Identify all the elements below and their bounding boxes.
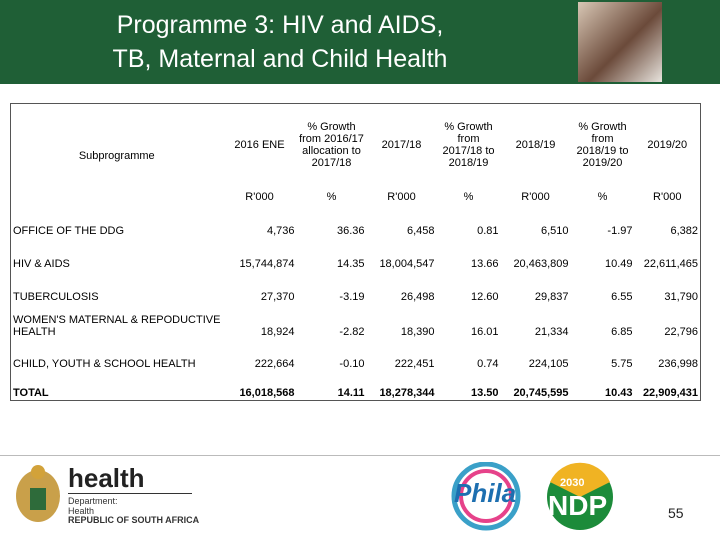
budget-table: Subprogramme 2016 ENE % Growth from 2016/1… [10,103,701,401]
unit-header: % [597,190,608,203]
cell: 4,736 [266,224,295,237]
table-row: TUBERCULOSIS 27,370 -3.19 26,498 12.60 29,837… [11,271,701,304]
cell: 36.36 [336,224,365,237]
unit-header: % [326,190,337,203]
cell: 6.55 [611,290,633,303]
table-row: OFFICE OF THE DDG 4,736 36.36 6,458 0.81 6,51… [11,208,701,238]
ndp-logo [547,462,613,530]
cell: 22,796 [664,325,698,338]
ndp-year: 2030 [560,477,585,489]
row-label: HIV & AIDS [13,257,70,270]
title-line: Programme 3: HIV and AIDS, [116,11,444,39]
cell: 10.43 [604,387,633,399]
column-header: % Growth from 2016/17 allocation to 2017… [299,120,364,169]
cell: 236,998 [658,357,698,370]
logo-department: Department: [68,496,118,506]
cell: 222,451 [394,357,435,370]
cell: 21,334 [534,325,569,338]
cell: 31,790 [664,290,698,303]
cell: 26,498 [400,290,435,303]
cell: 18,278,344 [379,387,435,399]
page-number: 55 [668,505,684,521]
coat-of-arms [16,465,60,522]
unit-header: R'000 [245,190,274,203]
cell: 0.74 [477,357,499,370]
cell: 0.81 [477,224,499,237]
column-header: 2017/18 [381,138,422,151]
cell: 27,370 [260,290,295,303]
header-row: Subprogramme 2016 ENE % Growth from 2016/1… [11,104,701,186]
cell: -2.82 [339,325,365,338]
unit-header: % [463,190,474,203]
column-header: 2019/20 [647,138,688,151]
cell: 16,018,568 [239,387,295,399]
column-header: 2016 ENE [234,138,285,151]
title-line: TB, Maternal and Child Health [112,45,448,73]
cell: 29,837 [534,290,569,303]
table-row: WOMEN'S MATERNAL & REPODUCTIVE HEALTH 18,… [11,304,701,339]
phila-text: Phila [454,478,517,508]
cell: 14.11 [337,387,365,399]
cell: 13.66 [470,257,499,270]
unit-header: R'000 [387,190,416,203]
cell: 16.01 [470,325,499,338]
cell: 224,105 [528,357,569,370]
logo-department-name: Health [68,506,95,516]
cell: 12.60 [470,290,499,303]
unit-row: R'000% R'000% R'000% R'000 [11,186,701,208]
cell: 18,924 [260,325,295,338]
cell: 6,382 [670,224,698,237]
cell: 15,744,874 [239,257,295,270]
logo-country: REPUBLIC OF SOUTH AFRICA [68,515,200,525]
cell: 5.75 [611,357,633,370]
cell: 6,510 [540,224,569,237]
unit-header: R'000 [653,190,682,203]
row-label: TUBERCULOSIS [13,290,99,303]
cell: 22,611,465 [643,257,698,270]
photo [578,2,662,82]
cell: 20,463,809 [513,257,569,270]
column-header: % Growth from 2017/18 to 2018/19 [442,120,495,169]
cell: 14.35 [336,257,365,270]
cell: 20,745,595 [513,387,569,399]
table-row: HIV & AIDS 15,744,874 14.35 18,004,547 13.66… [11,238,701,271]
phila-logo [451,462,521,531]
cell: -1.97 [607,224,633,237]
row-label: OFFICE OF THE DDG [13,224,125,237]
column-header: % Growth from 2018/19 to 2019/20 [576,120,629,169]
title: Programme 3: HIV and AIDS, TB, Maternal … [40,8,520,76]
cell: 222,664 [254,357,295,370]
logo-name: health [68,463,145,493]
footer-rule [0,455,720,456]
cell: -3.19 [339,290,365,303]
cell: 18,390 [400,325,435,338]
row-label: WOMEN'S MATERNAL & REPODUCTIVE HEALTH [13,313,221,338]
table-row: TOTAL 16,018,568 14.11 18,278,344 13.50 20,74… [11,371,701,401]
logo-rule [68,493,192,494]
table-row: CHILD, YOUTH & SCHOOL HEALTH 222,664 -0.10… [11,339,701,371]
cell: 6,458 [406,224,435,237]
row-label: TOTAL [13,387,49,399]
cell: 13.50 [470,387,499,399]
cell: 22,909,431 [642,387,698,399]
column-header: Subprogramme [78,149,155,162]
column-header: 2018/19 [515,138,556,151]
cell: -0.10 [339,357,365,370]
row-label: CHILD, YOUTH & SCHOOL HEALTH [13,357,196,370]
unit-header: R'000 [521,190,550,203]
cell: 10.49 [604,257,633,270]
ndp-label: NDP [548,490,608,521]
cell: 18,004,547 [379,257,435,270]
cell: 6.85 [611,325,633,338]
